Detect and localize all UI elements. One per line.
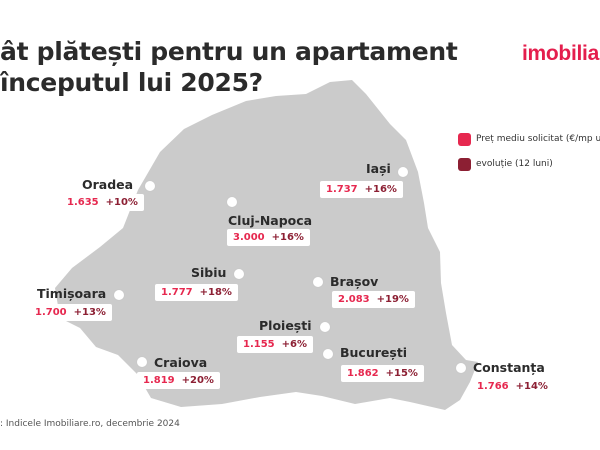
price-craiova: 1.819 (143, 375, 175, 386)
city-marker-bucuresti (323, 349, 333, 359)
price-iasi: 1.737 (326, 184, 358, 195)
city-label-ploiesti: Ploiești (259, 318, 312, 333)
legend-swatch-price (458, 132, 471, 146)
source-note: : Indicele Imobiliare.ro, decembrie 2024 (0, 419, 180, 429)
city-marker-timisoara (114, 290, 124, 300)
city-marker-ploiesti (320, 322, 330, 332)
city-marker-cluj-napoca (227, 197, 237, 207)
price-bucuresti: 1.862 (347, 368, 379, 379)
legend-item-price: Preț mediu solicitat (€/mp u (458, 132, 600, 146)
legend-label-price: Preț mediu solicitat (€/mp u (476, 134, 600, 144)
city-values-cluj-napoca: 3.000 +16% (227, 229, 310, 246)
city-label-constanta: Constanța (473, 360, 545, 375)
change-ploiesti: +6% (281, 339, 307, 350)
city-label-brasov: Brașov (330, 274, 379, 289)
city-label-iasi: Iași (366, 161, 391, 176)
change-sibiu: +18% (199, 287, 232, 298)
city-label-cluj-napoca: Cluj-Napoca (228, 213, 313, 228)
price-brasov: 2.083 (338, 294, 370, 305)
change-oradea: +10% (105, 197, 138, 208)
city-label-sibiu: Sibiu (191, 265, 227, 280)
change-brasov: +19% (376, 294, 409, 305)
price-ploiesti: 1.155 (243, 339, 275, 350)
city-values-ploiesti: 1.155 +6% (237, 336, 313, 353)
legend-item-change: evoluție (12 luni) (458, 157, 600, 171)
city-values-brasov: 2.083 +19% (332, 291, 415, 308)
city-values-constanta: 1.766 +14% (471, 378, 554, 395)
price-sibiu: 1.777 (161, 287, 193, 298)
city-marker-brasov (313, 277, 323, 287)
brand-logo: imobilia (522, 42, 599, 65)
city-label-oradea: Oradea (82, 177, 134, 192)
change-timisoara: +13% (73, 307, 106, 318)
legend-swatch-change (458, 157, 471, 171)
city-marker-craiova (137, 357, 147, 367)
city-marker-sibiu (234, 269, 244, 279)
city-label-craiova: Craiova (154, 355, 208, 370)
city-values-sibiu: 1.777 +18% (155, 284, 238, 301)
city-label-timisoara: Timișoara (37, 286, 107, 301)
city-values-oradea: 1.635 +10% (61, 194, 144, 211)
city-values-timisoara: 1.700 +13% (29, 304, 112, 321)
city-values-craiova: 1.819 +20% (137, 372, 220, 389)
title-line-1: ât plătești pentru un apartament (0, 37, 458, 66)
legend-label-change: evoluție (12 luni) (476, 159, 553, 169)
title-line-2: începutul lui 2025? (0, 68, 263, 97)
city-marker-constanta (456, 363, 466, 373)
price-cluj-napoca: 3.000 (233, 232, 265, 243)
city-label-bucuresti: București (340, 345, 408, 360)
legend: Preț mediu solicitat (€/mp u evoluție (1… (458, 132, 600, 182)
change-constanta: +14% (515, 381, 548, 392)
city-values-bucuresti: 1.862 +15% (341, 365, 424, 382)
price-constanta: 1.766 (477, 381, 509, 392)
change-cluj-napoca: +16% (271, 232, 304, 243)
page-title: ât plătești pentru un apartament început… (0, 36, 470, 98)
change-iasi: +16% (364, 184, 397, 195)
price-timisoara: 1.700 (35, 307, 67, 318)
change-craiova: +20% (181, 375, 214, 386)
city-marker-oradea (145, 181, 155, 191)
city-values-iasi: 1.737 +16% (320, 181, 403, 198)
price-oradea: 1.635 (67, 197, 99, 208)
city-marker-iasi (398, 167, 408, 177)
change-bucuresti: +15% (385, 368, 418, 379)
